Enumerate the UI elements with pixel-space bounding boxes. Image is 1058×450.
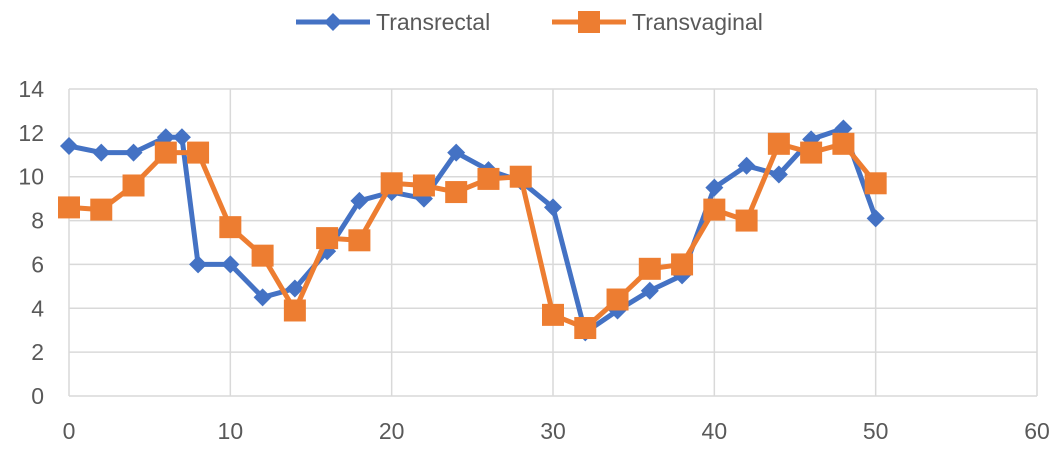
data-point [316, 227, 339, 250]
data-point [154, 141, 177, 164]
axis-tick-labels: 0 2 4 6 8 10 12 14 0 10 20 30 40 50 60 [18, 76, 1049, 444]
data-point [767, 132, 790, 155]
data-point [866, 209, 885, 228]
x-tick-label: 20 [379, 418, 405, 444]
data-point [864, 172, 887, 195]
data-point [574, 317, 597, 340]
data-point [769, 165, 788, 184]
data-point [705, 178, 724, 197]
x-tick-label: 30 [540, 418, 566, 444]
data-point [285, 279, 304, 298]
legend: Transrectal Transvaginal [296, 9, 763, 35]
data-point [447, 143, 466, 162]
data-point [122, 174, 145, 197]
gridlines [68, 88, 1038, 397]
data-point [606, 288, 629, 311]
data-point [542, 303, 564, 326]
series-transvaginal [58, 132, 887, 340]
data-point [187, 141, 210, 164]
data-point [58, 196, 80, 219]
legend-label: Transrectal [376, 9, 490, 35]
legend-item-transrectal: Transrectal [296, 9, 490, 35]
y-tick-label: 2 [31, 339, 44, 365]
legend-item-transvaginal: Transvaginal [552, 9, 763, 35]
data-point [445, 181, 468, 204]
data-point [350, 191, 369, 210]
data-point [221, 255, 240, 274]
data-point [544, 198, 562, 217]
legend-label: Transvaginal [632, 9, 763, 35]
y-tick-label: 6 [31, 251, 44, 277]
legend-marker [578, 11, 600, 33]
y-tick-label: 10 [18, 164, 44, 190]
data-point [735, 209, 758, 232]
data-point [640, 281, 659, 300]
data-point [737, 156, 756, 175]
data-point [283, 299, 306, 322]
data-point [638, 257, 661, 280]
data-point [477, 167, 500, 190]
data-point [92, 143, 111, 162]
data-point [90, 198, 113, 221]
data-point [251, 244, 274, 267]
y-tick-label: 12 [18, 120, 44, 146]
y-tick-label: 8 [31, 208, 44, 234]
data-point [124, 143, 143, 162]
x-tick-label: 0 [63, 418, 76, 444]
data-point [60, 137, 78, 156]
series-line [66, 141, 879, 331]
data-point [671, 253, 694, 276]
data-point [412, 174, 435, 197]
y-tick-label: 14 [18, 76, 44, 102]
x-tick-label: 10 [218, 418, 244, 444]
y-tick-label: 4 [31, 295, 44, 321]
data-point [832, 132, 855, 155]
data-point [348, 229, 371, 252]
x-tick-label: 60 [1024, 418, 1050, 444]
data-point [172, 128, 191, 147]
data-point [380, 172, 403, 195]
data-point [219, 216, 242, 239]
data-point [189, 255, 208, 274]
data-point [703, 198, 726, 221]
data-point [253, 288, 272, 307]
x-tick-label: 40 [702, 418, 728, 444]
y-tick-label: 0 [31, 383, 44, 409]
data-point [509, 165, 532, 188]
series-layer [58, 119, 887, 342]
legend-marker [324, 13, 342, 31]
x-tick-label: 50 [863, 418, 889, 444]
data-point [800, 141, 823, 164]
